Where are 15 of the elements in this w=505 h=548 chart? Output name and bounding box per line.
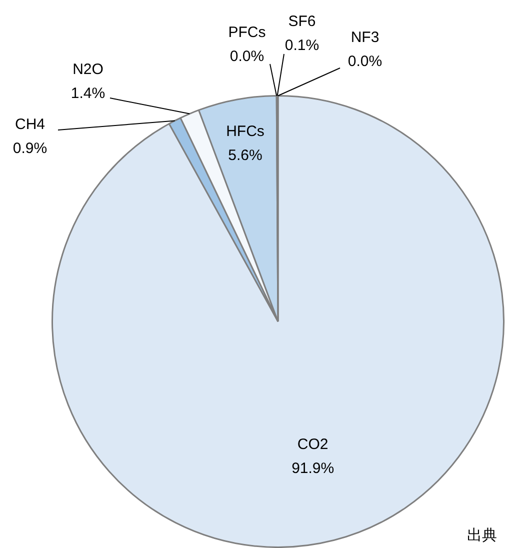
text: 0.0% xyxy=(230,48,264,66)
data-label: 0.9% xyxy=(12,140,48,158)
data-label: 5.6% xyxy=(228,147,262,164)
data-label: 0.1% xyxy=(284,37,320,54)
slice-label: CO2 xyxy=(297,436,328,454)
slice-label: N2O xyxy=(72,61,104,78)
category-label: NF3 xyxy=(350,29,380,46)
data-label: 91.9% xyxy=(292,460,334,478)
data-label: 1.4% xyxy=(70,85,106,102)
slice-label: SF6 xyxy=(288,13,316,30)
text: 0.0% xyxy=(348,53,382,70)
text: 出典 xyxy=(467,527,497,544)
slice-label: CH4 xyxy=(14,116,46,134)
slice-label: HFCs xyxy=(226,123,264,140)
category-label: PFCs xyxy=(228,24,266,42)
